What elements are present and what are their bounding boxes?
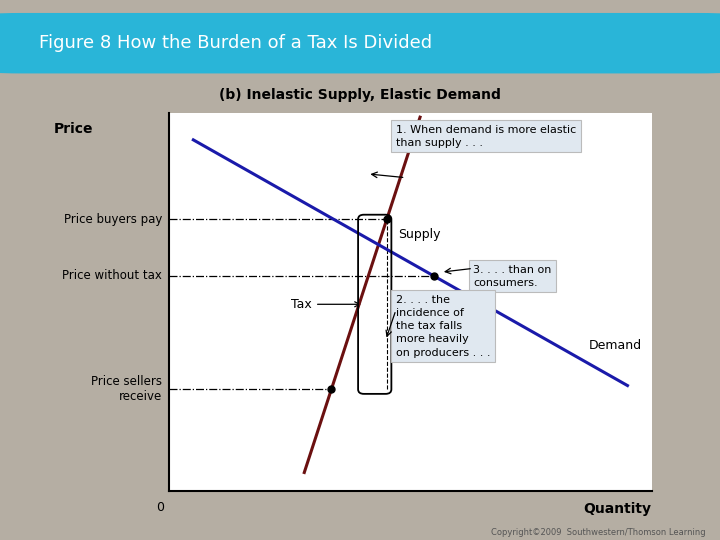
Text: Supply: Supply [398,228,441,241]
Text: Demand: Demand [589,339,642,353]
Text: 1. When demand is more elastic
than supply . . .: 1. When demand is more elastic than supp… [396,125,576,148]
Text: (b) Inelastic Supply, Elastic Demand: (b) Inelastic Supply, Elastic Demand [219,87,501,102]
Text: Quantity: Quantity [584,502,652,516]
Text: Price buyers pay: Price buyers pay [63,213,162,226]
FancyBboxPatch shape [0,13,720,73]
Text: 0: 0 [156,501,165,514]
Text: Figure 8 How the Burden of a Tax Is Divided: Figure 8 How the Burden of a Tax Is Divi… [39,34,432,52]
Text: 2. . . . the
incidence of
the tax falls
more heavily
on producers . . .: 2. . . . the incidence of the tax falls … [396,295,490,357]
Text: Tax: Tax [292,298,360,311]
Text: Price sellers
receive: Price sellers receive [91,375,162,403]
Text: Copyright©2009  Southwestern/Thomson Learning: Copyright©2009 Southwestern/Thomson Lear… [491,528,706,537]
Text: 3. . . . than on
consumers.: 3. . . . than on consumers. [473,265,552,288]
Text: Price: Price [54,122,94,136]
Text: Price without tax: Price without tax [62,269,162,282]
